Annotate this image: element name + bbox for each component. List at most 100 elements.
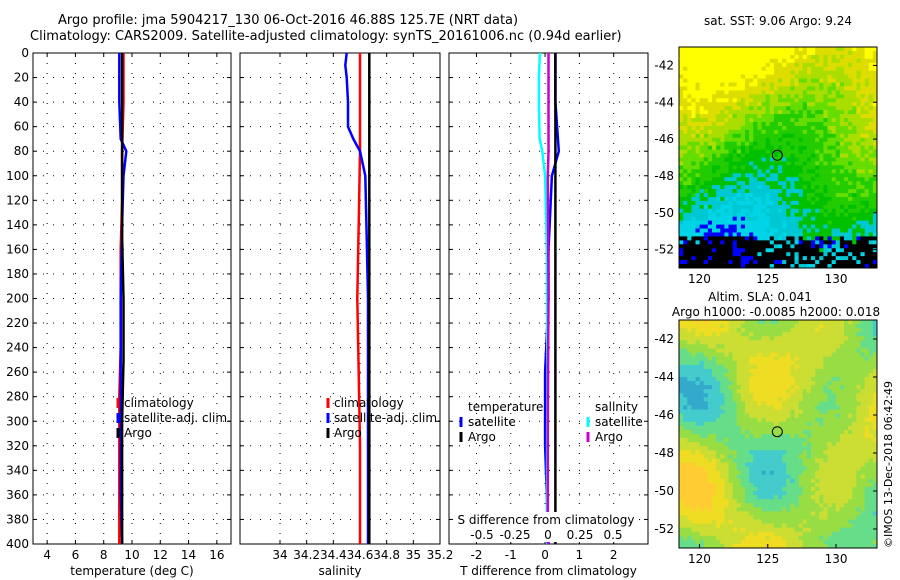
- map-cell: [703, 62, 709, 68]
- map-cell: [773, 336, 779, 341]
- map-cell: [848, 466, 853, 472]
- map-cell: [778, 177, 783, 182]
- map-cell: [806, 129, 812, 135]
- map-cell: [852, 328, 857, 333]
- map-cell: [819, 397, 824, 402]
- map-cell: [848, 377, 853, 382]
- map-cell: [699, 204, 705, 210]
- map-cell: [856, 244, 861, 249]
- map-cell: [868, 425, 874, 431]
- map-cell: [827, 248, 833, 253]
- map-cell: [844, 189, 849, 194]
- map-cell: [827, 185, 833, 190]
- map-cell: [724, 446, 729, 451]
- map-cell: [707, 145, 713, 151]
- map-cell: [703, 364, 709, 370]
- x-tick-label: 35.2: [427, 548, 454, 562]
- map-cell: [831, 145, 837, 151]
- map-cell: [712, 78, 717, 83]
- map-cell: [699, 364, 705, 370]
- map-cell: [786, 340, 791, 345]
- map-cell: [757, 216, 762, 222]
- map-cell: [736, 200, 742, 206]
- map-cell: [835, 446, 841, 451]
- map-cell: [699, 377, 705, 382]
- map-cell: [740, 74, 746, 79]
- map-cell: [707, 216, 713, 222]
- map-cell: [852, 377, 857, 382]
- map-cell: [860, 421, 866, 427]
- map-cell: [716, 336, 721, 341]
- map-cell: [823, 360, 828, 366]
- map-cell: [720, 181, 725, 186]
- map-cell: [740, 78, 746, 83]
- map-cell: [802, 145, 808, 151]
- map-cell: [753, 442, 758, 447]
- map-cell: [695, 470, 701, 476]
- map-cell: [687, 106, 692, 111]
- map-cell: [827, 114, 833, 119]
- map-cell: [815, 62, 820, 68]
- map-cell: [827, 434, 833, 439]
- map-cell: [852, 401, 857, 406]
- map-cell: [806, 429, 812, 435]
- map-cell: [749, 462, 754, 467]
- map-cell: [761, 129, 767, 135]
- map-cell: [757, 58, 762, 64]
- map-cell: [852, 74, 857, 79]
- map-cell: [860, 165, 866, 170]
- map-cell: [769, 348, 775, 353]
- map-cell: [819, 200, 824, 206]
- map-cell: [864, 196, 870, 202]
- map-cell: [860, 385, 866, 390]
- map-cell: [856, 106, 861, 111]
- map-cell: [839, 66, 845, 72]
- map-cell: [856, 157, 861, 162]
- map-cell: [695, 340, 701, 345]
- map-cell: [827, 58, 833, 64]
- map-cell: [716, 368, 721, 374]
- map-cell: [687, 348, 692, 353]
- map-cell: [790, 458, 795, 463]
- map-cell: [827, 352, 833, 358]
- map-cell: [679, 133, 684, 139]
- map-cell: [699, 47, 705, 52]
- map-cell: [839, 94, 845, 99]
- map-cell: [794, 470, 800, 476]
- map-cell: [707, 220, 713, 225]
- map-cell: [798, 98, 804, 103]
- map-cell: [757, 74, 762, 79]
- map-cell: [712, 405, 717, 410]
- map-cell: [761, 58, 767, 64]
- map-cell: [769, 106, 775, 111]
- map-cell: [852, 50, 857, 56]
- map-cell: [815, 78, 820, 83]
- map-cell: [728, 260, 734, 265]
- map-cell: [782, 78, 787, 83]
- map-cell: [806, 169, 812, 174]
- map-cell: [732, 264, 738, 269]
- map-cell: [823, 324, 828, 329]
- map-cell: [872, 78, 878, 83]
- map-cell: [695, 129, 701, 135]
- map-cell: [802, 397, 808, 402]
- map-cell: [753, 454, 758, 459]
- map-cell: [868, 336, 874, 341]
- map-cell: [778, 360, 783, 366]
- map-cell: [695, 438, 701, 443]
- map-cell: [699, 458, 705, 463]
- map-cell: [687, 393, 692, 398]
- map-cell: [815, 54, 820, 60]
- map-cell: [679, 482, 684, 488]
- map-cell: [724, 425, 729, 431]
- map-cell: [778, 401, 783, 406]
- map-cell: [749, 248, 754, 253]
- map-cell: [691, 220, 696, 225]
- map-cell: [679, 336, 684, 341]
- map-cell: [761, 236, 767, 241]
- map-cell: [856, 137, 861, 143]
- legend-label: Argo: [124, 426, 152, 440]
- map-cell: [699, 177, 705, 182]
- map-cell: [811, 149, 816, 154]
- map-cell: [831, 228, 837, 233]
